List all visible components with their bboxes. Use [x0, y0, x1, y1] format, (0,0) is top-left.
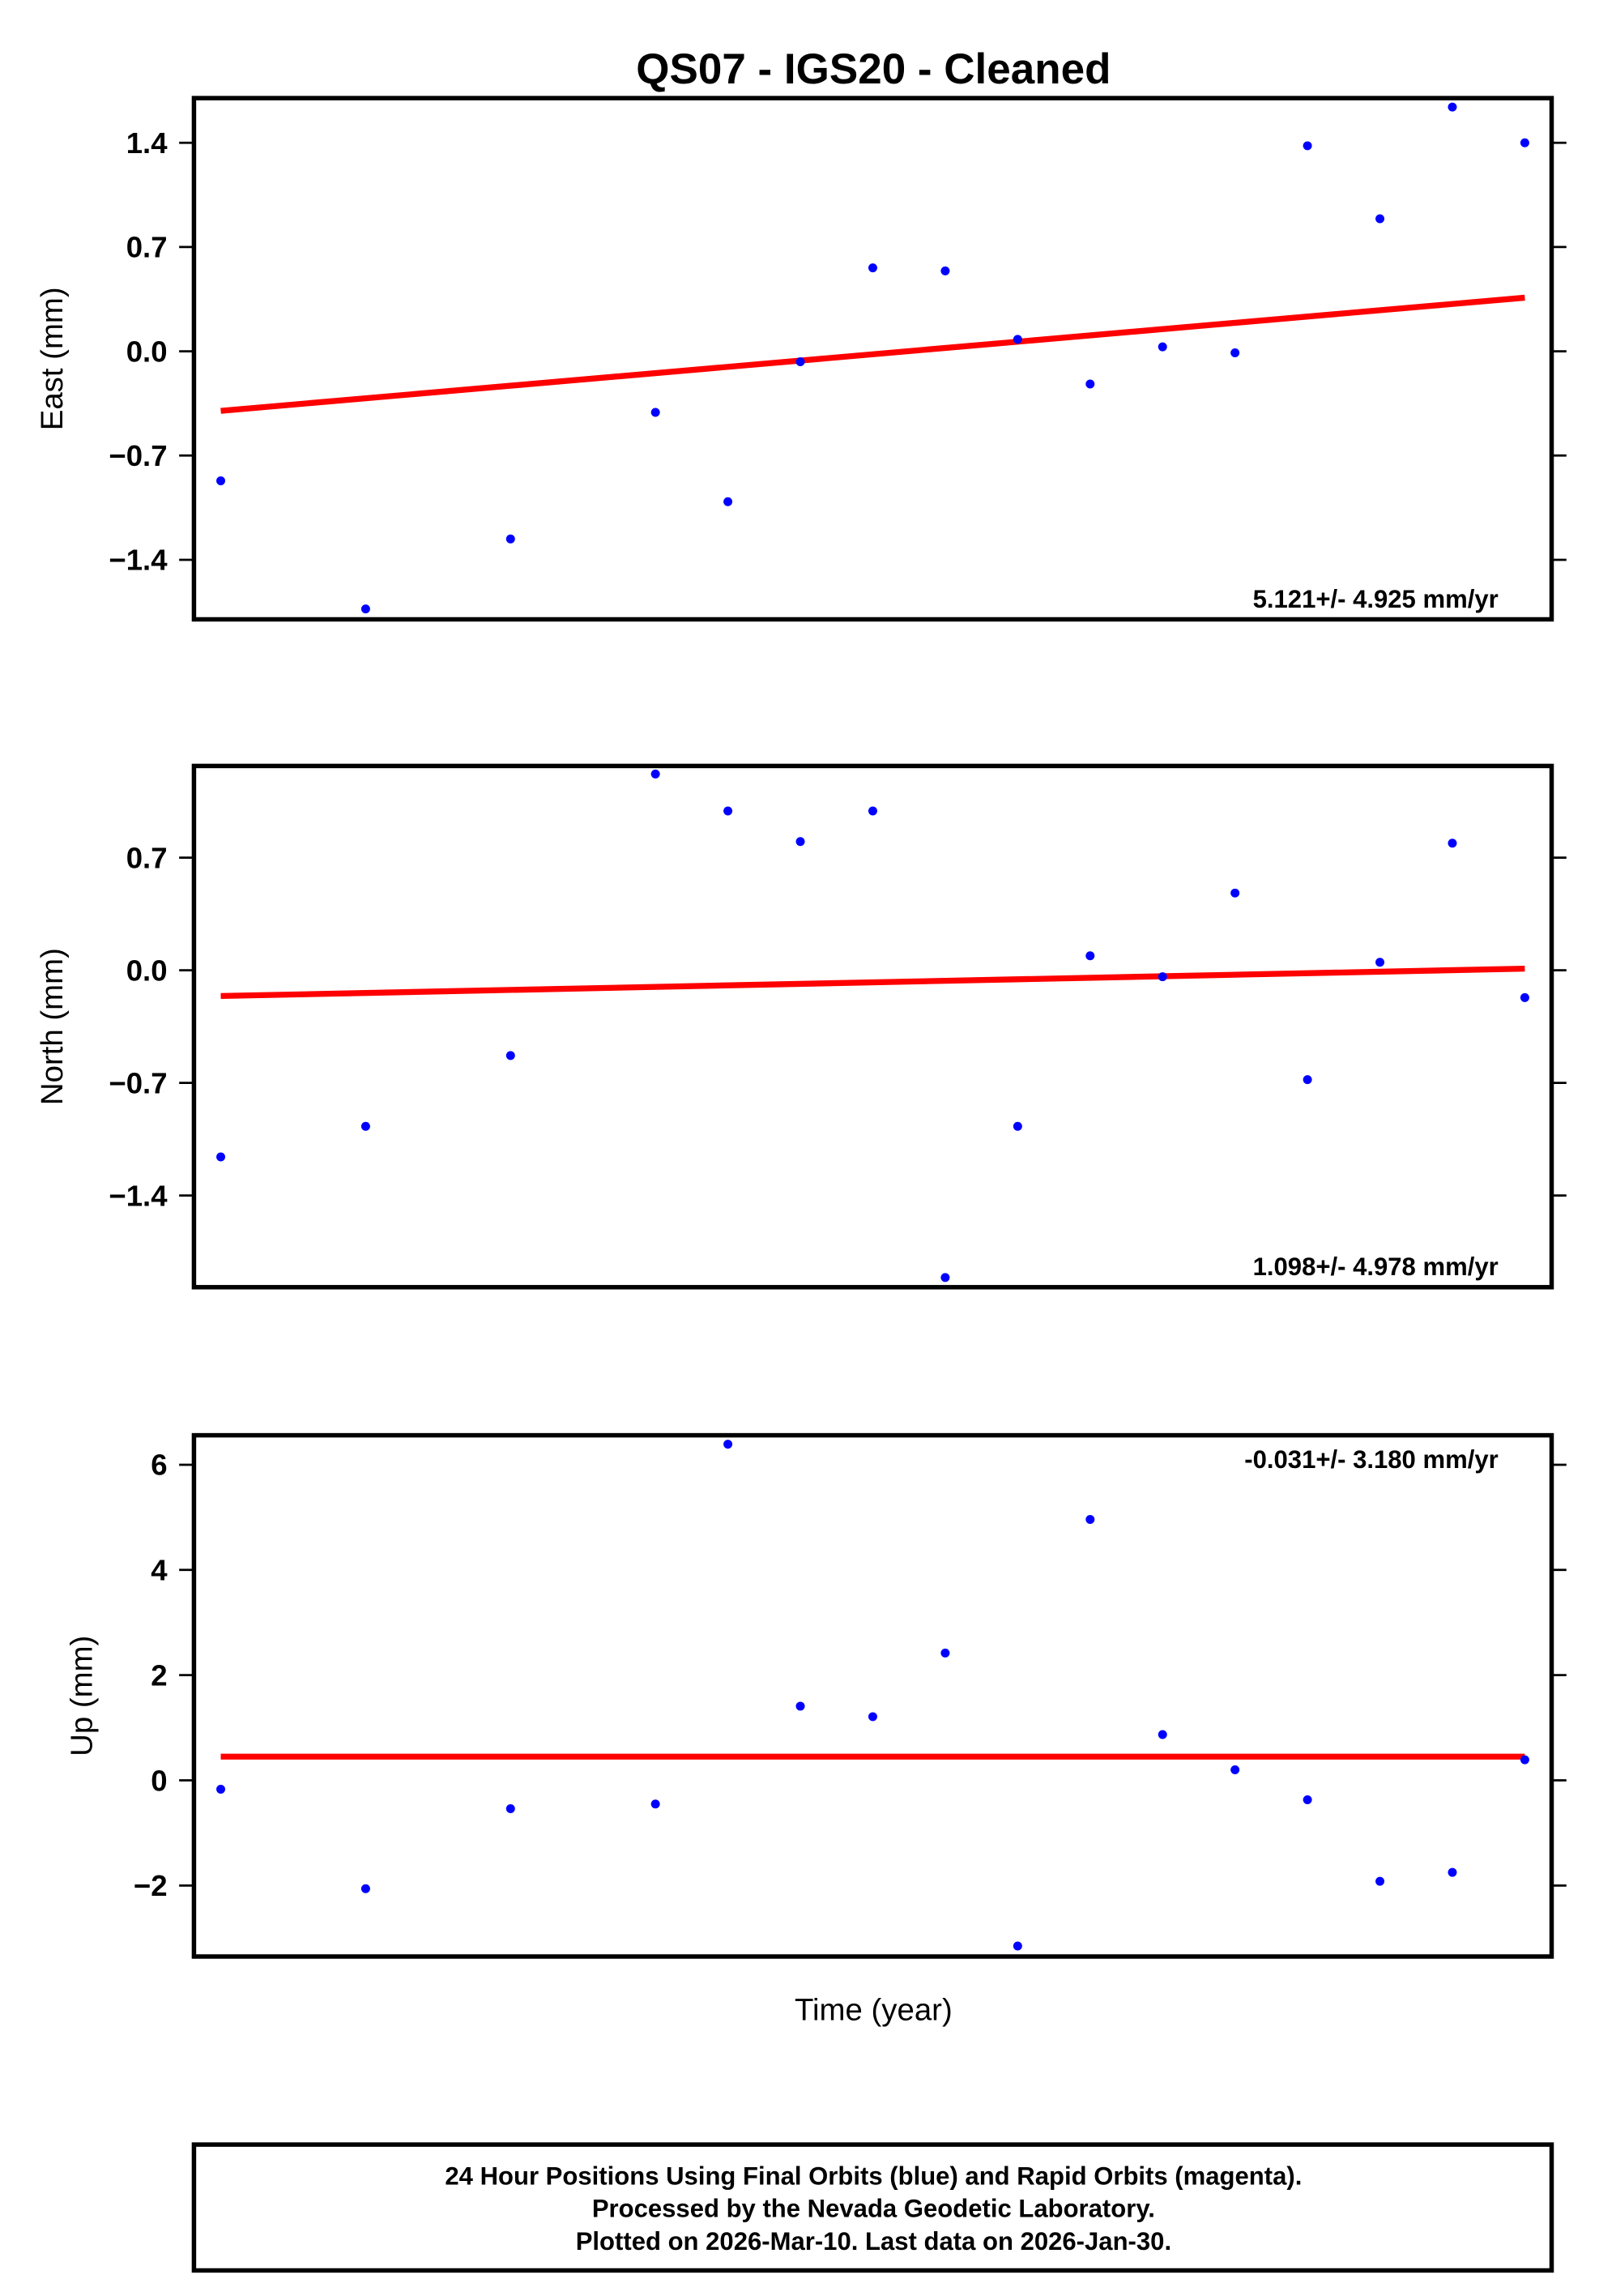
- data-point: [1448, 1867, 1457, 1877]
- plot-frame: [191, 96, 1554, 622]
- data-point: [1303, 1795, 1312, 1804]
- plot-frame: [191, 763, 1554, 1290]
- data-point: [1375, 214, 1385, 224]
- data-point: [1520, 992, 1529, 1002]
- x-axis-label: Time (year): [795, 1993, 953, 2028]
- y-axis-label: Up (mm): [64, 1636, 99, 1756]
- trend-line: [220, 965, 1525, 1000]
- data-point: [1013, 1121, 1022, 1131]
- trend-line: [220, 294, 1525, 414]
- data-point: [216, 1152, 226, 1162]
- data-point: [505, 1804, 515, 1814]
- footer-line-1: 24 Hour Positions Using Final Orbits (bl…: [445, 2162, 1302, 2190]
- data-point: [1085, 1514, 1095, 1524]
- data-point: [650, 769, 660, 779]
- data-point: [1375, 958, 1385, 967]
- data-point: [1520, 1755, 1529, 1765]
- y-tick-label: 0.0: [126, 954, 168, 987]
- data-point: [868, 806, 877, 816]
- y-tick-label: 0.7: [126, 231, 168, 264]
- y-tick-label: 6: [151, 1449, 167, 1482]
- rate-annotation: 5.121+/- 4.925 mm/yr: [1253, 585, 1499, 613]
- footer-box: 24 Hour Positions Using Final Orbits (bl…: [191, 2142, 1554, 2273]
- data-point: [650, 408, 660, 417]
- y-tick-label: −0.7: [109, 1066, 167, 1099]
- y-tick-label: 1.4: [126, 126, 168, 160]
- footer-frame: [191, 2142, 1554, 2273]
- data-point: [505, 1051, 515, 1061]
- data-point: [505, 534, 515, 544]
- y-tick-label: 2: [151, 1658, 167, 1692]
- panel-east: 1.4 0.7 0.0 −0.7 −1.4 East (mm) 5.121+/- 4.925…: [35, 96, 1567, 622]
- data-point: [795, 1701, 805, 1711]
- y-tick-label: 0.7: [126, 841, 168, 874]
- data-point: [723, 497, 733, 506]
- data-point: [940, 1648, 950, 1658]
- data-point: [1013, 1941, 1022, 1951]
- y-tick-label: −0.7: [109, 439, 167, 472]
- data-point: [1375, 1876, 1385, 1886]
- data-point: [723, 1440, 733, 1449]
- rate-annotation: 1.098+/- 4.978 mm/yr: [1253, 1253, 1499, 1281]
- data-point: [723, 806, 733, 816]
- data-point: [1013, 335, 1022, 344]
- chart-title: QS07 - IGS20 - Cleaned: [636, 45, 1111, 93]
- data-point: [1448, 839, 1457, 848]
- data-point: [940, 1273, 950, 1282]
- data-point: [216, 1785, 226, 1794]
- data-point: [1520, 138, 1529, 147]
- data-point: [1085, 379, 1095, 389]
- y-tick-label: −2: [134, 1869, 168, 1902]
- data-point: [650, 1799, 660, 1809]
- data-point: [1303, 1075, 1312, 1085]
- data-point: [795, 356, 805, 366]
- panels: 1.4 0.7 0.0 −0.7 −1.4 East (mm) 5.121+/- 4.925…: [35, 96, 1567, 1959]
- rate-annotation: -0.031+/- 3.180 mm/yr: [1244, 1445, 1498, 1474]
- data-point: [360, 604, 370, 614]
- y-axis-label: North (mm): [35, 948, 70, 1105]
- y-tick-label: −1.4: [109, 544, 168, 577]
- panel-north: 0.7 0.0 −0.7 −1.4 North (mm) 1.098+/- 4.978 m…: [35, 763, 1567, 1290]
- panel-up: 6 4 2 0 −2 Up (mm) -0.031+/- 3.180 mm/yr: [64, 1432, 1567, 1959]
- data-point: [1448, 102, 1457, 112]
- data-point: [1230, 1765, 1240, 1774]
- footer-line-3: Plotted on 2026-Mar-10. Last data on 202…: [576, 2227, 1171, 2255]
- y-tick-label: 4: [151, 1554, 168, 1587]
- data-point: [795, 837, 805, 847]
- data-point: [1303, 141, 1312, 151]
- data-point: [216, 476, 226, 486]
- y-tick-label: 0: [151, 1764, 167, 1797]
- data-point: [868, 263, 877, 273]
- data-point: [868, 1712, 877, 1722]
- data-point: [1158, 1730, 1167, 1739]
- data-point: [1158, 342, 1167, 352]
- y-axis-label: East (mm): [35, 287, 70, 430]
- plot-frame: [191, 1432, 1554, 1959]
- data-point: [360, 1121, 370, 1131]
- data-point: [1085, 951, 1095, 961]
- y-tick-label: 0.0: [126, 335, 168, 368]
- data-point: [940, 266, 950, 275]
- data-point: [1158, 972, 1167, 982]
- data-point: [1230, 348, 1240, 357]
- footer-line-2: Processed by the Nevada Geodetic Laborat…: [592, 2195, 1155, 2223]
- data-point: [1230, 888, 1240, 898]
- y-tick-label: −1.4: [109, 1179, 168, 1212]
- data-point: [360, 1884, 370, 1893]
